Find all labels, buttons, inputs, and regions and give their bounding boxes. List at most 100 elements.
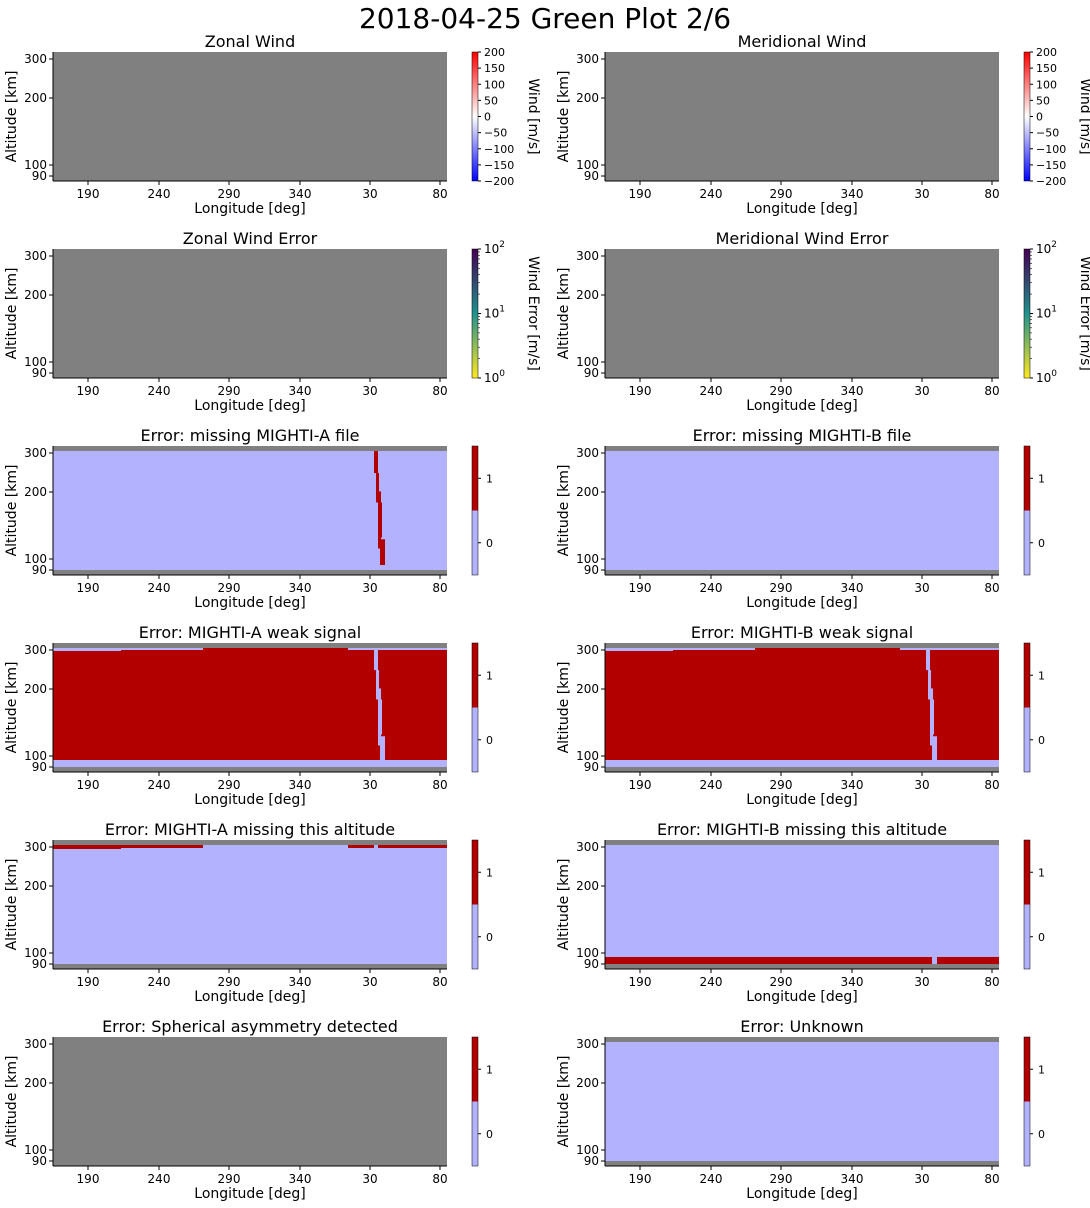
top-edge-cell [348, 648, 447, 650]
top-edge-cell [378, 845, 447, 848]
missing-top-band [605, 1037, 999, 1042]
x-axis-label: Longitude [deg] [746, 398, 857, 414]
colorbar-gradient [472, 52, 478, 181]
y-tick-label: 200 [576, 91, 599, 105]
flag-field [605, 840, 999, 969]
y-axis-label: Altitude [km] [4, 71, 20, 163]
y-tick-label: 300 [576, 446, 599, 460]
colorbar-gradient [1024, 52, 1030, 181]
x-tick-label: 30 [914, 581, 929, 595]
missing-bottom-band [605, 964, 999, 969]
flag-field [53, 840, 447, 969]
y-tick-label: 200 [576, 1076, 599, 1090]
top-edge-cell [348, 845, 374, 848]
flag-notch-cell [380, 539, 385, 565]
x-tick-label: 340 [289, 975, 312, 989]
flag-field [605, 643, 999, 772]
colorbar-segment-0 [1024, 1101, 1030, 1166]
x-tick-label: 190 [629, 975, 652, 989]
x-tick-label: 80 [984, 1172, 999, 1186]
colorbar-tick-label: 102 [1036, 240, 1057, 256]
colorbar-tick-label: 1 [486, 1063, 493, 1076]
x-tick-label: 340 [841, 187, 864, 201]
chart-title: Error: MIGHTI-B weak signal [691, 623, 913, 642]
chart-title: Meridional Wind Error [716, 229, 889, 248]
y-tick-label: 300 [24, 52, 47, 66]
y-tick-label: 90 [32, 169, 47, 183]
colorbar-tick-label: 0 [486, 1128, 493, 1141]
x-tick-label: 30 [362, 778, 377, 792]
colorbar-outline [471, 1036, 479, 1167]
missing-top-band [605, 840, 999, 845]
colorbar-tick-label: 1 [486, 669, 493, 682]
top-edge-cell [605, 648, 673, 651]
colorbar-label: Wind Error [m/s] [525, 256, 541, 371]
chart-b-missing-altitude: Error: MIGHTI-B missing this altitude190… [556, 820, 1045, 1005]
flag-field [53, 643, 447, 772]
colorbar-tick-label: −150 [484, 159, 514, 172]
y-tick-label: 100 [576, 749, 599, 763]
y-tick-label: 300 [24, 446, 47, 460]
y-tick-label: 100 [576, 158, 599, 172]
y-tick-label: 90 [584, 760, 599, 774]
chart-title: Error: missing MIGHTI-A file [141, 426, 360, 445]
colorbar-tick-label: −200 [484, 175, 514, 188]
low-altitude-band [605, 760, 999, 767]
y-tick-label: 200 [24, 91, 47, 105]
flag-notch-cell [928, 670, 931, 700]
flag-field [605, 1037, 999, 1166]
y-tick-label: 90 [32, 366, 47, 380]
x-tick-label: 290 [218, 975, 241, 989]
x-tick-label: 80 [984, 187, 999, 201]
missing-top-band [605, 446, 999, 451]
x-axis-label: Longitude [deg] [746, 201, 857, 217]
x-axis-label: Longitude [deg] [746, 595, 857, 611]
colorbar-segment-0 [472, 1101, 478, 1166]
missing-bottom-band [605, 570, 999, 575]
plot-area [53, 1037, 447, 1166]
y-tick-label: 90 [584, 169, 599, 183]
top-edge-cell [53, 648, 121, 651]
missing-top-band [53, 840, 447, 845]
x-axis-label: Longitude [deg] [194, 398, 305, 414]
chart-title: Error: missing MIGHTI-B file [693, 426, 912, 445]
colorbar: 10 [471, 839, 493, 970]
x-tick-label: 240 [700, 975, 723, 989]
y-tick-label: 200 [576, 288, 599, 302]
flag-notch-cell [376, 670, 379, 700]
low-altitude-band [53, 760, 447, 767]
colorbar-tick-label: 0 [486, 537, 493, 550]
y-tick-label: 200 [576, 485, 599, 499]
top-edge-cell [121, 648, 203, 650]
colorbar-tick-label: 100 [1036, 78, 1057, 91]
x-tick-label: 240 [148, 1172, 171, 1186]
y-tick-label: 200 [24, 485, 47, 499]
y-axis-label: Altitude [km] [4, 859, 20, 951]
x-tick-label: 340 [289, 1172, 312, 1186]
colorbar-tick-label: 50 [1036, 94, 1050, 107]
colorbar-tick-label: 100 [484, 369, 505, 385]
colorbar-tick-label: 1 [486, 472, 493, 485]
x-tick-label: 80 [432, 581, 447, 595]
colorbar-tick-label: −200 [1036, 175, 1066, 188]
chart-title: Zonal Wind Error [183, 229, 318, 248]
y-tick-label: 90 [32, 563, 47, 577]
x-tick-label: 240 [700, 187, 723, 201]
colorbar-tick-label: 1 [1038, 1063, 1045, 1076]
y-axis-label: Altitude [km] [4, 662, 20, 754]
y-axis-label: Altitude [km] [556, 71, 572, 163]
top-edge-cell [673, 648, 755, 650]
y-tick-label: 90 [32, 760, 47, 774]
colorbar-segment-0 [1024, 707, 1030, 772]
colorbar-tick-label: 200 [1036, 46, 1057, 59]
colorbar-tick-label: 1 [1038, 472, 1045, 485]
colorbar: 102 101 100 Wind Error [m/s] [471, 240, 541, 385]
